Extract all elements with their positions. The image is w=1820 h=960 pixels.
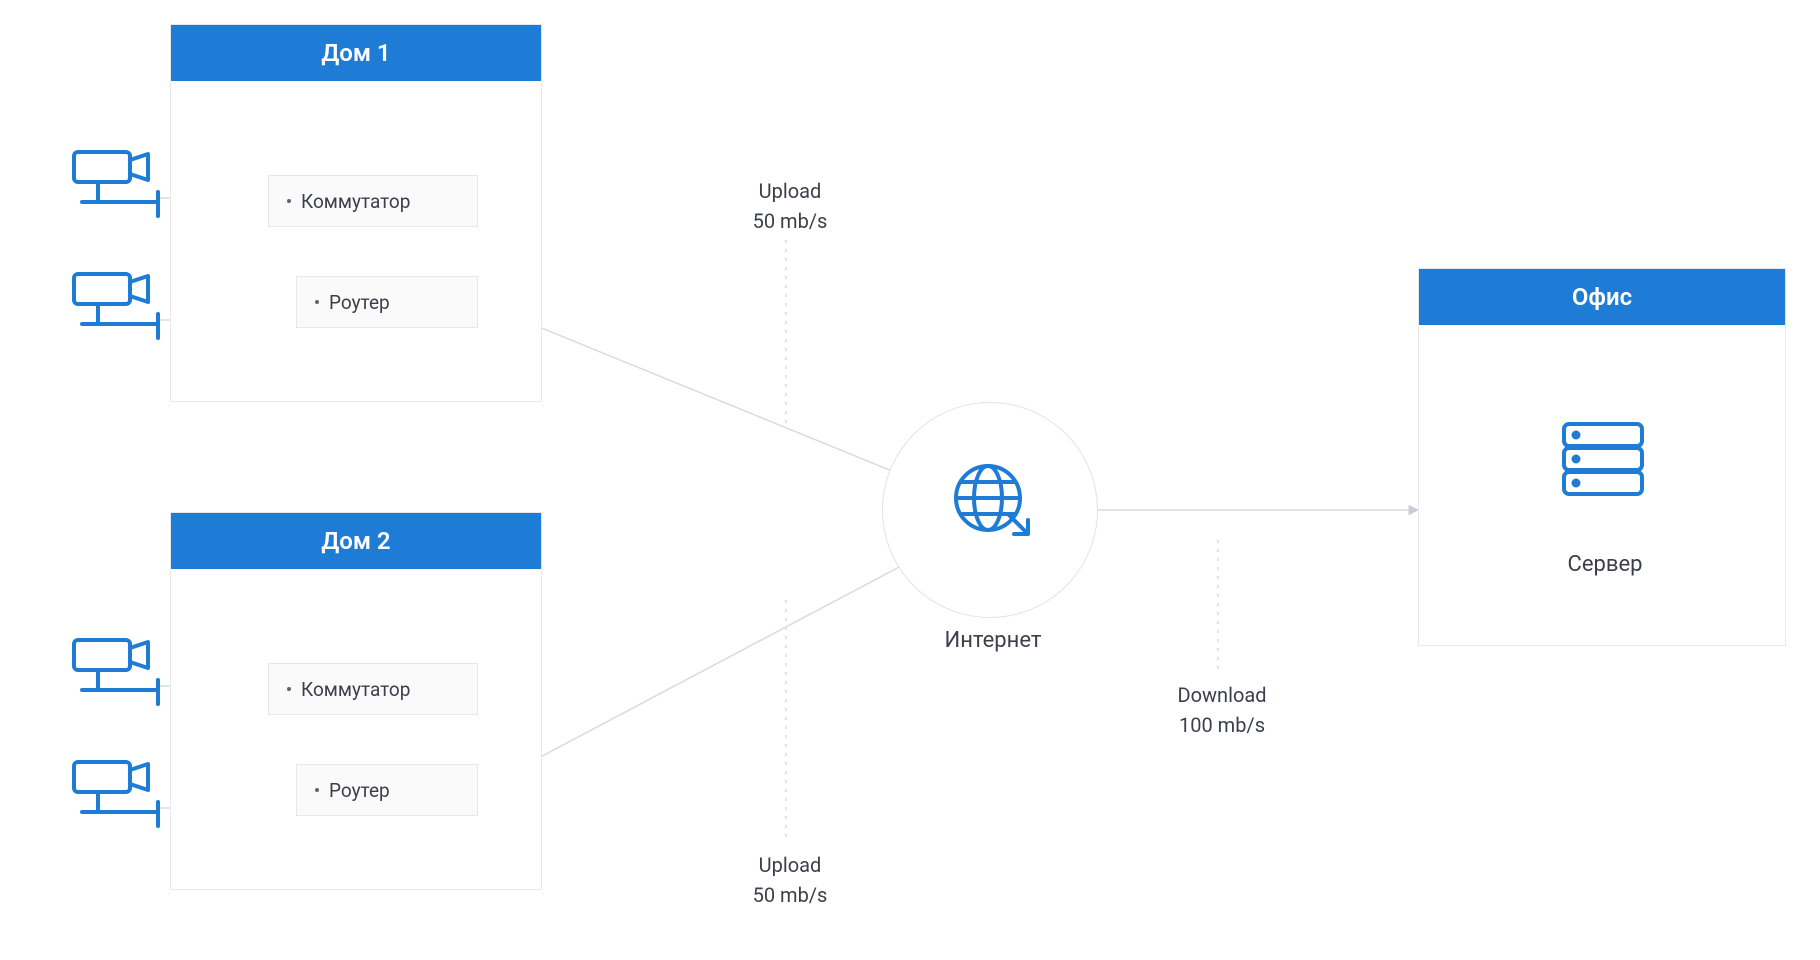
server-label: Сервер	[1560, 552, 1650, 577]
node-switch-2: Коммутатор	[268, 663, 478, 715]
server-icon	[1558, 418, 1648, 506]
node-label: Роутер	[329, 291, 390, 314]
node-switch-1: Коммутатор	[268, 175, 478, 227]
camera-icon	[70, 756, 166, 836]
internet-label: Интернет	[938, 628, 1048, 653]
bullet-icon	[315, 300, 319, 304]
camera-icon	[70, 634, 166, 714]
caption-line: 100 mb/s	[1162, 710, 1282, 740]
panel-header-office: Офис	[1419, 269, 1785, 325]
panel-header-house-1: Дом 1	[171, 25, 541, 81]
wire-h1-router-internet	[478, 302, 914, 480]
caption-line: 50 mb/s	[740, 206, 840, 236]
panel-title: Дом 2	[321, 527, 390, 555]
diagram-stage: Дом 1 Коммутатор	[0, 0, 1820, 960]
download-caption: Download 100 mb/s	[1162, 680, 1282, 740]
bullet-icon	[287, 199, 291, 203]
camera-icon	[70, 146, 166, 226]
panel-title: Офис	[1572, 283, 1632, 311]
caption-line: Download	[1162, 680, 1282, 710]
caption-line: Upload	[740, 850, 840, 880]
caption-text: Интернет	[938, 628, 1048, 653]
node-label: Коммутатор	[301, 678, 410, 701]
upload-caption-1: Upload 50 mb/s	[740, 176, 840, 236]
upload-caption-2: Upload 50 mb/s	[740, 850, 840, 910]
caption-text: Сервер	[1560, 552, 1650, 577]
caption-line: 50 mb/s	[740, 880, 840, 910]
panel-header-house-2: Дом 2	[171, 513, 541, 569]
globe-icon	[950, 460, 1034, 548]
node-router-1: Роутер	[296, 276, 478, 328]
node-label: Коммутатор	[301, 190, 410, 213]
panel-title: Дом 1	[321, 39, 390, 67]
camera-icon	[70, 268, 166, 348]
caption-line: Upload	[740, 176, 840, 206]
node-label: Роутер	[329, 779, 390, 802]
bullet-icon	[287, 687, 291, 691]
wire-h2-router-internet	[478, 556, 920, 790]
bullet-icon	[315, 788, 319, 792]
node-router-2: Роутер	[296, 764, 478, 816]
